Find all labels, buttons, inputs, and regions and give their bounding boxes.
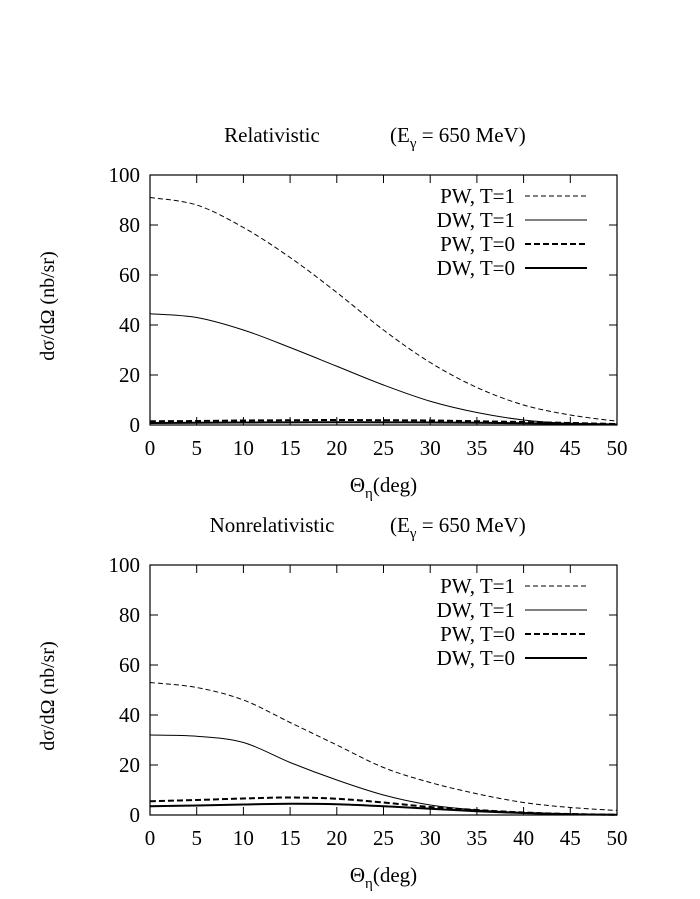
series-line-4 — [149, 421, 618, 426]
x-tick-label: 35 — [466, 826, 487, 850]
x-tick-label: 40 — [513, 436, 534, 460]
chart-subtitle: (Eγ = 650 MeV) — [390, 123, 526, 152]
x-tick-label: 20 — [326, 826, 347, 850]
legend-label: PW, T=1 — [440, 184, 515, 208]
y-tick-label: 20 — [119, 753, 140, 777]
x-tick-label: 0 — [145, 436, 156, 460]
y-tick-label: 60 — [119, 653, 140, 677]
chart-title: Relativistic — [224, 123, 320, 147]
x-tick-label: 0 — [145, 826, 156, 850]
x-tick-label: 35 — [466, 436, 487, 460]
series-line-4 — [149, 802, 618, 816]
x-tick-label: 50 — [607, 436, 628, 460]
y-tick-label: 100 — [109, 553, 141, 577]
x-tick-label: 5 — [191, 436, 202, 460]
x-tick-label: 10 — [233, 826, 254, 850]
y-tick-label: 20 — [119, 363, 140, 387]
x-tick-label: 50 — [607, 826, 628, 850]
legend-label: PW, T=0 — [440, 232, 515, 256]
x-axis-label: Θη(deg) — [350, 863, 417, 892]
x-tick-label: 30 — [420, 826, 441, 850]
y-tick-label: 0 — [130, 413, 141, 437]
y-tick-label: 40 — [119, 313, 140, 337]
x-tick-label: 5 — [191, 826, 202, 850]
y-tick-label: 100 — [109, 163, 141, 187]
x-tick-label: 45 — [560, 826, 581, 850]
legend-label: DW, T=1 — [437, 598, 515, 622]
nonrelativistic-panel: Nonrelativistic (Eγ = 650 MeV) 0 20 40 60 80 10… — [37, 513, 628, 892]
x-tick-label: 20 — [326, 436, 347, 460]
x-tick-label: 10 — [233, 436, 254, 460]
y-axis-label: dσ/dΩ (nb/sr) — [37, 641, 59, 751]
series-line-2 — [149, 734, 618, 816]
plot-frame — [149, 564, 618, 816]
x-tick-label: 40 — [513, 826, 534, 850]
x-tick-label: 25 — [373, 436, 394, 460]
y-tick-label: 40 — [119, 703, 140, 727]
x-tick-label: 30 — [420, 436, 441, 460]
relativistic-panel: Relativistic (Eγ = 650 MeV) 0 20 40 60 80 100 0 5… — [37, 123, 628, 502]
y-tick-label: 80 — [119, 603, 140, 627]
y-tick-label: 80 — [119, 213, 140, 237]
legend-label: DW, T=0 — [437, 256, 515, 280]
series-line-1 — [149, 197, 618, 422]
y-tick-label: 0 — [130, 803, 141, 827]
x-axis-label: Θη(deg) — [350, 473, 417, 502]
series-line-3 — [149, 418, 618, 425]
legend-label: PW, T=1 — [440, 574, 515, 598]
legend-label: PW, T=0 — [440, 622, 515, 646]
x-tick-label: 45 — [560, 436, 581, 460]
legend-label: DW, T=0 — [437, 646, 515, 670]
x-tick-label: 15 — [280, 436, 301, 460]
y-tick-label: 60 — [119, 263, 140, 287]
x-tick-label: 25 — [373, 826, 394, 850]
chart-title: Nonrelativistic — [210, 513, 335, 537]
plot-frame — [149, 174, 618, 426]
x-tick-label: 15 — [280, 826, 301, 850]
chart-subtitle: (Eγ = 650 MeV) — [390, 513, 526, 542]
series-line-1 — [149, 682, 618, 811]
y-axis-label: dσ/dΩ (nb/sr) — [37, 251, 59, 361]
legend-label: DW, T=1 — [437, 208, 515, 232]
